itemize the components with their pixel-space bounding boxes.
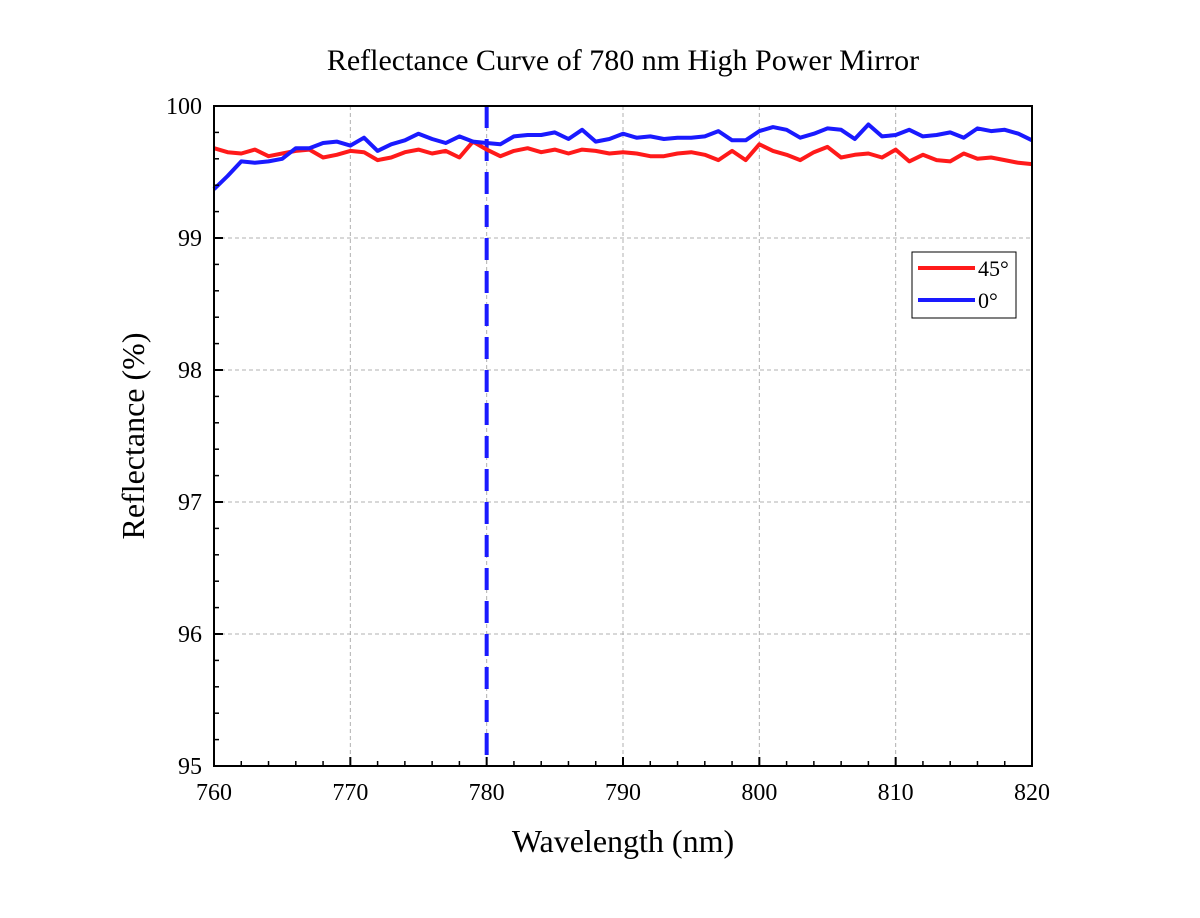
x-tick-label: 780 [469, 780, 505, 806]
x-tick-label: 810 [878, 780, 914, 806]
y-axis-label: Reflectance (%) [115, 333, 151, 540]
legend-label: 0° [978, 288, 998, 313]
x-tick-label: 790 [605, 780, 641, 806]
x-tick-label: 800 [741, 780, 777, 806]
grid [214, 106, 1032, 766]
series-line-0 [213, 139, 1033, 167]
x-tick-label: 820 [1014, 780, 1050, 806]
x-axis: 760 770 780 790 800 810 820 [196, 757, 1050, 806]
y-tick-label: 96 [178, 622, 202, 648]
y-tick-label: 97 [178, 490, 202, 516]
legend-label: 45° [978, 256, 1009, 281]
y-tick-label: 98 [178, 358, 202, 384]
y-tick-label: 99 [178, 226, 202, 252]
y-axis: 95 96 97 98 99 100 [166, 94, 223, 780]
x-tick-label: 770 [332, 780, 368, 806]
y-tick-label: 100 [166, 94, 202, 120]
y-tick-label: 95 [178, 754, 202, 780]
x-tick-label: 760 [196, 780, 232, 806]
legend-box [911, 251, 1017, 319]
legend: 45°0° [911, 251, 1017, 319]
series-line-1 [212, 122, 1033, 191]
chart-title: Reflectance Curve of 780 nm High Power M… [327, 44, 919, 77]
x-axis-label: Wavelength (nm) [512, 823, 734, 859]
series-layer [212, 122, 1033, 191]
